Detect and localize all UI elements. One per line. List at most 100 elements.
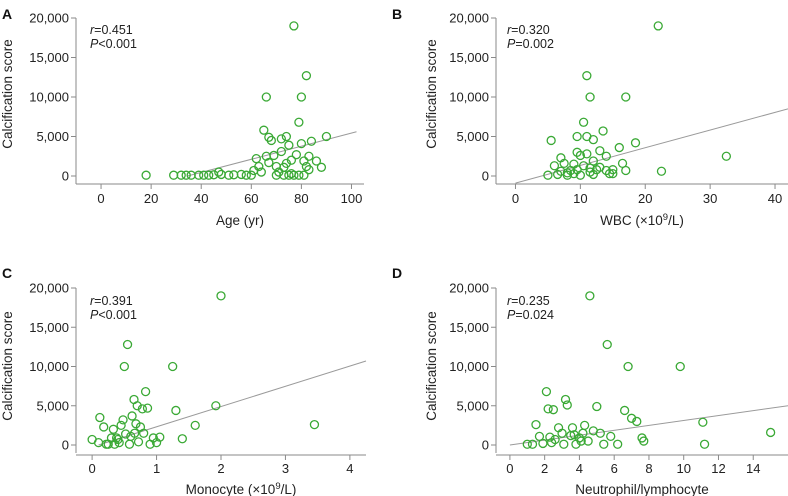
x-tick-label: 14 [746, 461, 760, 476]
data-point [120, 429, 131, 439]
x-tick-label: 80 [294, 191, 308, 206]
data-point [241, 170, 251, 180]
data-point [99, 422, 109, 432]
data-point [276, 146, 287, 157]
data-point [309, 419, 320, 430]
data-point [119, 361, 129, 372]
data-point [765, 427, 776, 438]
y-tick-label: 10,000 [29, 359, 69, 374]
data-point [621, 92, 631, 102]
x-tick-label: 3 [282, 461, 289, 476]
x-axis-title-superscript: 9 [275, 481, 280, 492]
data-point [259, 125, 269, 135]
data-point [585, 291, 595, 301]
data-point [321, 131, 332, 142]
stat-p: P=0.024 [507, 308, 554, 322]
x-tick-label: 20 [144, 191, 158, 206]
panel-d: D 0 5,000 10,000 15,000 20,000 0 2 4 6 8 10 12 14 Calc… [392, 265, 788, 496]
data-point [122, 339, 133, 350]
x-tick-label: 40 [768, 191, 782, 206]
x-tick-label: 0 [97, 191, 104, 206]
data-point [604, 168, 615, 179]
y-tick-label: 5,000 [36, 398, 69, 413]
data-point [294, 170, 304, 180]
data-point [256, 167, 266, 177]
data-point [582, 71, 592, 81]
stat-r-symbol: r [90, 23, 95, 37]
data-point [578, 428, 588, 438]
y-tick-label: 0 [482, 169, 489, 184]
data-point [556, 166, 566, 176]
data-point [592, 401, 602, 412]
y-tick-label: 20,000 [449, 11, 489, 26]
stat-r-symbol: r [90, 294, 95, 308]
data-point [621, 165, 631, 176]
panel-letter: B [392, 6, 402, 22]
data-point [216, 291, 226, 301]
data-point [562, 400, 572, 410]
data-point [299, 156, 309, 166]
x-tick-label: 60 [244, 191, 258, 206]
stat-p: P<0.001 [90, 308, 137, 322]
y-tick-label: 15,000 [29, 50, 69, 65]
data-point [606, 431, 616, 442]
x-tick-label: 2 [541, 461, 548, 476]
data-point [545, 432, 555, 442]
data-point [93, 437, 104, 448]
panel-b: B 0 5,000 10,000 15,000 20,000 0 10 20 30 40 Calcif… [392, 6, 788, 228]
data-point [311, 156, 322, 166]
data-point [113, 434, 123, 445]
data-point [171, 405, 181, 416]
x-axis-title-tail: /L) [668, 213, 684, 228]
data-point [562, 168, 573, 178]
y-axis-title: Calcification score [424, 311, 439, 421]
stat-r: r=0.391 [90, 294, 133, 308]
data-point [552, 169, 563, 180]
data-point [284, 140, 294, 150]
data-point [139, 428, 149, 438]
data-point [111, 433, 122, 443]
data-point [261, 92, 271, 102]
stat-p-symbol: P [507, 308, 516, 322]
data-point [190, 420, 200, 431]
data-point [613, 439, 623, 449]
x-tick-label: 0 [506, 461, 513, 476]
y-axis-title: Calcification score [0, 311, 15, 421]
y-tick-label: 15,000 [449, 50, 489, 65]
data-point [296, 138, 307, 149]
stat-r-symbol: r [507, 294, 512, 308]
data-point [306, 136, 317, 146]
x-tick-label: 2 [217, 461, 224, 476]
data-point [626, 413, 637, 423]
x-tick-label: 0 [512, 191, 519, 206]
x-tick-label: 8 [645, 461, 652, 476]
data-point [124, 439, 135, 449]
regression-line [509, 405, 788, 446]
y-axis-title: Calcification score [0, 39, 15, 149]
data-point [560, 394, 571, 405]
data-point [133, 437, 144, 447]
stat-p-value: =0.024 [515, 308, 554, 322]
data-point [699, 439, 710, 449]
regression-line [515, 108, 788, 184]
data-point [127, 411, 137, 421]
data-point [289, 170, 299, 180]
data-point [168, 361, 178, 372]
data-point [129, 428, 140, 438]
data-point [608, 168, 618, 179]
x-tick-label: 10 [573, 191, 587, 206]
data-point [656, 166, 667, 176]
x-tick-label: 4 [346, 461, 353, 476]
data-point [95, 412, 105, 423]
data-point [579, 420, 590, 431]
stat-r-value: =0.451 [94, 23, 133, 37]
data-point [623, 361, 633, 372]
stat-p: P=0.002 [507, 37, 554, 51]
data-point [583, 436, 593, 446]
data-point [116, 420, 126, 431]
data-point [578, 161, 589, 171]
data-point [118, 415, 128, 425]
data-point [296, 92, 307, 102]
y-tick-label: 5,000 [456, 398, 489, 413]
x-tick-label: 100 [341, 191, 363, 206]
